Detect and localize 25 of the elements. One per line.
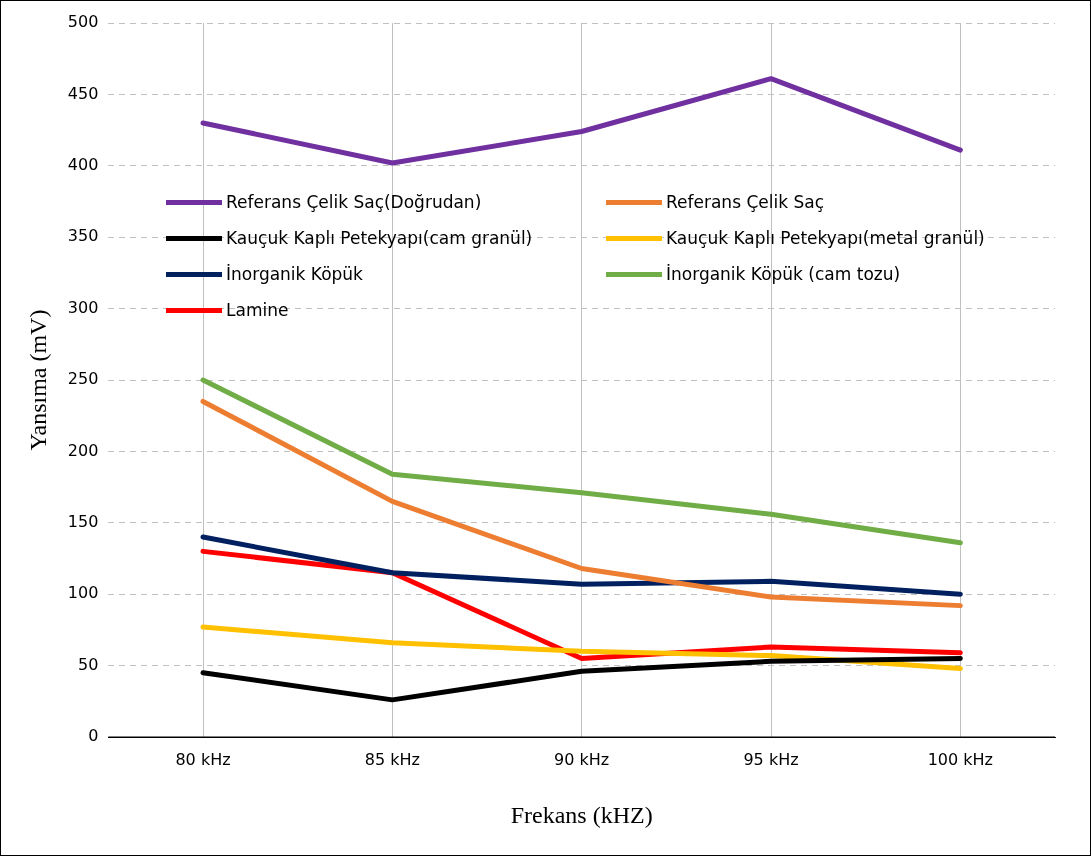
y-tick-label: 0: [88, 726, 99, 746]
y-tick-label: 450: [67, 83, 99, 103]
y-tick-label: 150: [67, 511, 99, 531]
y-axis-title: Yansıma (mV): [24, 309, 51, 451]
y-tick-label: 50: [77, 654, 99, 674]
x-tick-label: 90 kHz: [554, 749, 610, 769]
y-tick-label: 250: [67, 369, 99, 389]
x-tick-label: 85 kHz: [364, 749, 420, 769]
y-tick-label: 350: [67, 226, 99, 246]
legend-label: İnorganik Köpük: [226, 264, 363, 284]
y-tick-label: 100: [67, 583, 99, 603]
legend-label: Referans Çelik Saç: [666, 192, 824, 212]
y-tick-label: 500: [67, 12, 99, 32]
x-tick-label: 80 kHz: [175, 749, 231, 769]
y-tick-label: 300: [67, 297, 99, 317]
legend-label: Kauçuk Kaplı Petekyapı(metal granül): [666, 228, 985, 248]
x-tick-label: 100 kHz: [927, 749, 993, 769]
legend-label: Referans Çelik Saç(Doğrudan): [226, 192, 482, 212]
legend-label: Kauçuk Kaplı Petekyapı(cam granül): [226, 228, 533, 248]
y-tick-label: 400: [67, 154, 99, 174]
x-axis-title: Frekans (kHZ): [510, 801, 653, 828]
legend-label: Lamine: [226, 300, 289, 320]
x-tick-label: 95 kHz: [743, 749, 799, 769]
y-tick-label: 200: [67, 440, 99, 460]
legend-label: İnorganik Köpük (cam tozu): [666, 264, 901, 284]
